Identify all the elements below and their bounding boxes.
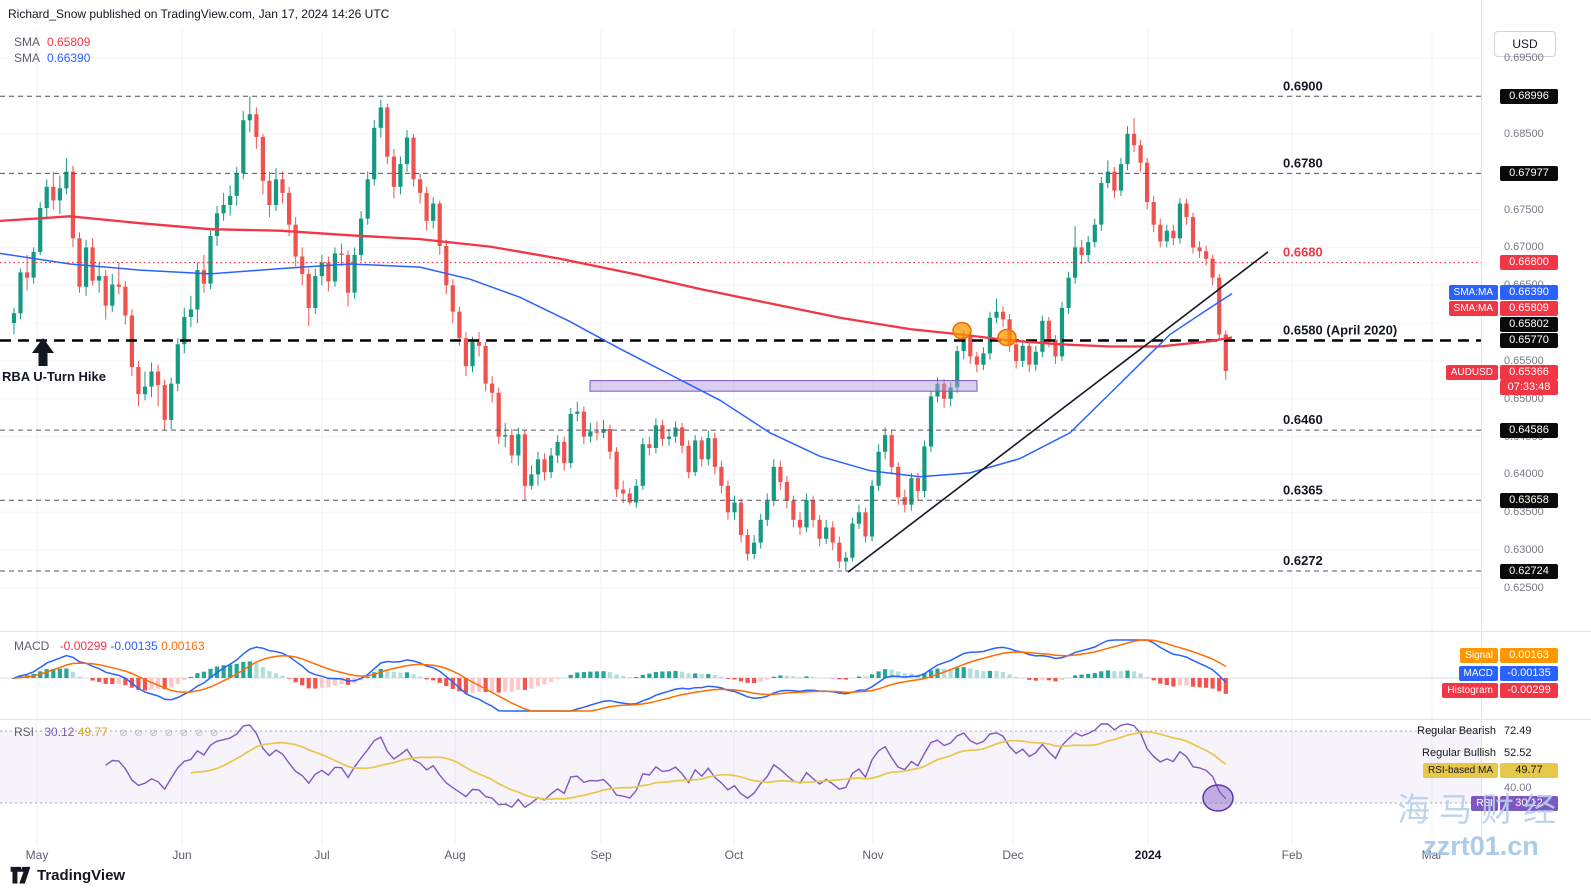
time-axis-label: Jun [172,848,192,862]
sma-slow-legend-row[interactable]: SMA 0.65809 [14,34,96,50]
sma-fast-legend-row[interactable]: SMA 0.66390 [14,50,96,66]
sma-fast-line [0,252,1233,478]
axis-value-box: 0.66390 [1500,285,1558,300]
time-axis[interactable]: May Jun Jul Aug Sep Oct Nov Dec 2024 Feb Mar [0,845,1591,862]
pane-separator-macd[interactable] [0,631,1591,632]
time-axis-label: Oct [724,848,744,862]
axis-value-box: 49.77 [1500,763,1558,778]
sma-slow-value: 0.65809 [47,35,91,49]
ellipse-marker-drawing [952,321,972,340]
rsi-indicator-label: RSI [14,725,35,739]
axis-label-box: Histogram [1442,683,1498,698]
axis-value-box: 0.62724 [1500,564,1558,579]
axis-value-box: 0.68996 [1500,89,1558,104]
axis-value-box: 0.00163 [1500,648,1558,663]
support-zone-drawing [589,380,978,392]
price-axis-tick: 0.68500 [1504,128,1544,140]
axis-label-box: RSI-based MA [1422,763,1498,778]
axis-value-box: 0.63658 [1500,493,1558,508]
macd-signal-line [13,639,1227,712]
price-axis-tick: 0.67500 [1504,204,1544,216]
time-axis-label: Sep [590,848,612,862]
level-label: 0.6460 [1283,412,1323,427]
price-axis-tick: 0.65000 [1504,393,1544,405]
rsi-ma-line [190,730,1227,800]
axis-row-label: Regular Bullish [1422,747,1496,759]
rsi-hidden-options-icons: ⊘ ⊘ ⊘ ⊘ ⊘ ⊘ ⊘ [119,728,221,739]
up-arrow-drawing [32,338,54,366]
rsi-ma-value: 49.77 [77,725,108,739]
time-axis-label: May [25,848,49,862]
axis-value-box: 0.67977 [1500,166,1558,181]
macd-line-value: -0.00135 [110,639,158,653]
price-axis-tick: 0.63000 [1504,544,1544,556]
level-label: 0.6580 (April 2020) [1283,323,1397,338]
currency-unit-button[interactable]: USD [1494,31,1556,57]
price-axis-tick: 0.62500 [1504,582,1544,594]
axis-label-box: AUDUSD [1445,365,1498,380]
price-axis-tick: 0.67000 [1504,241,1544,253]
axis-value-box: 0.66800 [1500,255,1558,270]
axis-label-box: MACD [1458,666,1498,681]
macd-signal-value: 0.00163 [161,639,205,653]
price-axis-tick: 0.64000 [1504,468,1544,480]
axis-label-box: SMA:MA [1448,301,1498,316]
axis-value-box: -0.00135 [1500,666,1558,681]
macd-legend[interactable]: MACD -0.00299 -0.00135 0.00163 [14,638,205,654]
tradingview-brand-text: TradingView [37,866,126,884]
sma-indicator-label: SMA [14,51,41,65]
level-label: 0.6780 [1283,155,1323,170]
axis-value-box: 0.65770 [1500,333,1558,348]
tradingview-logo-icon [10,866,31,884]
time-axis-label: 2024 [1134,848,1162,862]
axis-label-box: RSI [1471,796,1498,811]
sma-legend: SMA 0.65809 SMA 0.66390 [14,34,96,66]
ellipse-marker-drawing [997,328,1017,347]
price-axis-tick: 0.63500 [1504,506,1544,518]
sma-indicator-label: SMA [14,35,41,49]
sma-fast-value: 0.66390 [47,51,91,65]
axis-value-box: 0.65366 [1500,365,1558,380]
time-axis-label: Dec [1002,848,1024,862]
rsi-line [105,723,1227,809]
rsi-highlight-circle-drawing [1202,784,1234,812]
price-axis-tick: 0.69500 [1504,52,1544,64]
level-label: 0.6272 [1283,553,1323,568]
rsi-legend[interactable]: RSI 30.12 49.77 ⊘ ⊘ ⊘ ⊘ ⊘ ⊘ ⊘ [14,724,220,742]
axis-tick: 40.00 [1504,782,1532,794]
rsi-band [0,731,1481,803]
chart-canvas[interactable]: 0.6900 0.6780 0.6680 0.6580 (April 2020) 0.6… [0,0,1481,845]
tradingview-footer[interactable]: TradingView [10,862,125,888]
price-axis-border [1481,0,1482,845]
time-axis-label: Feb [1281,848,1303,862]
axis-value-box: 0.65802 [1500,317,1558,332]
time-axis-label: Jul [314,848,330,862]
sma-slow-line [0,215,1233,348]
macd-histogram-value: -0.00299 [59,639,108,653]
axis-value-box: 07:33:48 [1500,380,1558,395]
trendline-drawing [847,251,1269,573]
level-label: 0.6365 [1283,482,1323,497]
time-axis-label: Nov [862,848,884,862]
level-label: 0.6680 [1283,245,1323,260]
axis-value-box: 0.65809 [1500,301,1558,316]
axis-value-box: 0.64586 [1500,423,1558,438]
rba-annotation-label[interactable]: RBA U-Turn Hike [2,369,106,384]
axis-row-label: Regular Bearish [1417,725,1496,737]
level-label: 0.6900 [1283,78,1323,93]
publish-attribution: Richard_Snow published on TradingView.co… [8,7,390,21]
axis-label-box: Signal [1460,648,1498,663]
axis-value-box: 30.12 [1500,796,1558,811]
time-axis-label: Aug [444,848,466,862]
macd-indicator-label: MACD [14,639,50,653]
rsi-value: 30.12 [44,725,75,739]
time-axis-label: Mar [1421,848,1443,862]
axis-label-box: SMA:MA [1448,285,1498,300]
axis-row-value: 52.52 [1504,747,1532,759]
price-axis-tick: 0.65500 [1504,355,1544,367]
pane-separator-rsi[interactable] [0,719,1591,720]
axis-row-value: 72.49 [1504,725,1532,737]
axis-value-box: -0.00299 [1500,683,1558,698]
